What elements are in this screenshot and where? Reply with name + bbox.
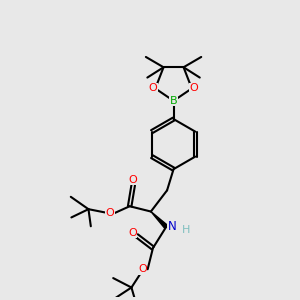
Polygon shape <box>151 212 168 228</box>
Text: O: O <box>190 83 198 94</box>
Text: O: O <box>128 228 137 238</box>
Text: O: O <box>149 83 158 94</box>
Text: O: O <box>129 175 138 185</box>
Text: O: O <box>106 208 114 218</box>
Text: B: B <box>170 96 177 106</box>
Text: H: H <box>182 225 190 235</box>
Text: O: O <box>138 264 147 274</box>
Text: N: N <box>168 220 176 233</box>
